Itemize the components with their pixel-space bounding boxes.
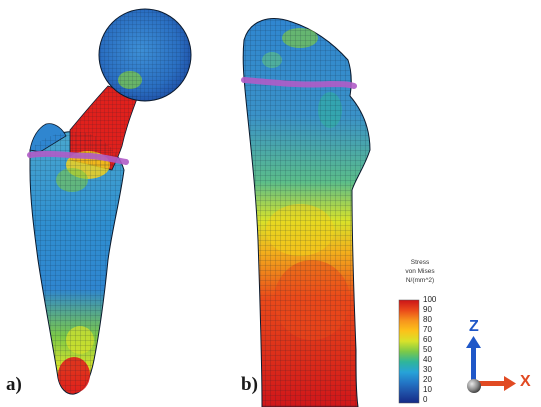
- colorbar-tick: 60: [423, 335, 432, 344]
- colorbar-tick: 40: [423, 355, 432, 364]
- colorbar-unit: N/(mm^2): [405, 277, 435, 284]
- colorbar-tick: 0: [423, 395, 428, 404]
- colorbar-tick: 10: [423, 385, 432, 394]
- z-axis-shaft: [471, 346, 476, 380]
- colorbar-ramp: [398, 299, 420, 404]
- z-axis-label: Z: [469, 318, 479, 335]
- colorbar-title-line2: von Mises: [405, 268, 435, 275]
- z-axis-arrowhead: [466, 336, 481, 348]
- colorbar-tick: 30: [423, 365, 432, 374]
- colorbar-tick: 20: [423, 375, 432, 384]
- panel-a-cut-line: [27, 150, 129, 165]
- colorbar-title-line1: Stress: [410, 259, 430, 266]
- colorbar-tick: 70: [423, 325, 432, 334]
- coordinate-axes: [466, 336, 516, 393]
- colorbar-tick: 90: [423, 305, 432, 314]
- colorbar-tick: 50: [423, 345, 432, 354]
- panel-a-label: a): [6, 374, 22, 395]
- panel-a-model: [27, 8, 192, 395]
- x-axis-arrowhead: [504, 376, 516, 391]
- x-axis-label: X: [520, 373, 531, 390]
- panel-b-model: [241, 18, 371, 407]
- x-axis-shaft: [478, 381, 506, 386]
- colorbar-tick: 100: [423, 295, 437, 304]
- panel-b-cut-line: [241, 77, 357, 89]
- panel-b-label: b): [241, 374, 258, 395]
- origin-sphere-icon: [467, 379, 481, 393]
- colorbar-tick: 80: [423, 315, 432, 324]
